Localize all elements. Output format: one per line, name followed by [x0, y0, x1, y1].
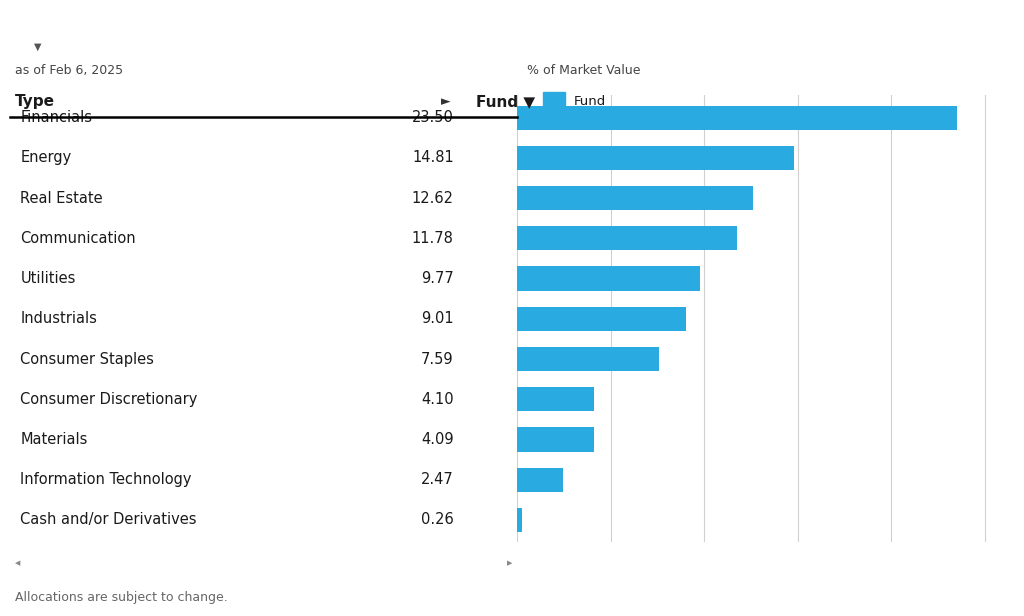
Text: as of Feb 6, 2025: as of Feb 6, 2025: [15, 64, 124, 78]
Text: 4.09: 4.09: [421, 432, 454, 447]
Text: ▶: ▶: [507, 560, 512, 566]
Bar: [517, 468, 563, 492]
Text: % of Market Value: % of Market Value: [527, 64, 641, 78]
Text: Materials: Materials: [20, 432, 88, 447]
Text: ◀: ◀: [15, 560, 20, 566]
Text: 14.81: 14.81: [412, 150, 454, 165]
Text: Real Estate: Real Estate: [20, 190, 103, 206]
Text: Financials: Financials: [20, 110, 92, 125]
Text: Allocations are subject to change.: Allocations are subject to change.: [15, 591, 228, 604]
Bar: [517, 387, 594, 411]
Bar: [517, 226, 737, 250]
Text: ►: ►: [440, 95, 451, 108]
Text: Utilities: Utilities: [20, 271, 76, 286]
Bar: [517, 186, 754, 210]
Text: Energy: Energy: [20, 150, 72, 165]
Bar: [517, 508, 522, 532]
Text: Consumer Discretionary: Consumer Discretionary: [20, 392, 198, 407]
Text: ▼: ▼: [34, 41, 41, 51]
Text: Cash and/or Derivatives: Cash and/or Derivatives: [20, 513, 197, 527]
Bar: [517, 146, 795, 170]
Text: 23.50: 23.50: [412, 110, 454, 125]
Text: 2.47: 2.47: [421, 472, 454, 487]
Text: 9.01: 9.01: [421, 311, 454, 326]
Text: Industrials: Industrials: [20, 311, 97, 326]
Bar: [517, 267, 699, 291]
Text: 7.59: 7.59: [421, 352, 454, 367]
Bar: [517, 428, 594, 452]
Text: Communication: Communication: [20, 231, 136, 246]
Text: 4.10: 4.10: [421, 392, 454, 407]
Text: 0.26: 0.26: [421, 513, 454, 527]
Text: 9.77: 9.77: [421, 271, 454, 286]
Text: 12.62: 12.62: [412, 190, 454, 206]
Text: Fund: Fund: [573, 95, 605, 108]
Text: 11.78: 11.78: [412, 231, 454, 246]
Text: Consumer Staples: Consumer Staples: [20, 352, 155, 367]
Bar: [517, 347, 659, 371]
Bar: [517, 105, 956, 130]
Bar: [517, 307, 686, 331]
Text: Type: Type: [15, 94, 55, 109]
Text: Information Technology: Information Technology: [20, 472, 191, 487]
Text: Fund ▼: Fund ▼: [476, 94, 536, 109]
Text: Sector: Sector: [10, 10, 65, 25]
